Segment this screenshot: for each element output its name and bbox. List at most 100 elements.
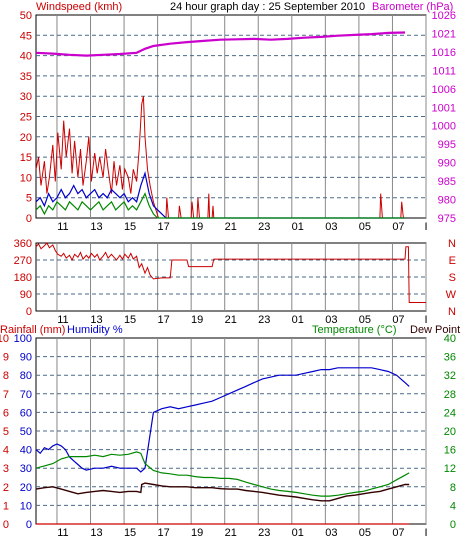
left-tick-label: 0 (26, 213, 32, 225)
right-tick-label: 1016 (432, 47, 456, 59)
x-tick-label: 13 (90, 221, 102, 233)
dewpoint-axis-label: Dew Point (410, 324, 460, 336)
right-tick-label: 4 (450, 500, 456, 512)
right-tick-label: 1000 (432, 121, 456, 133)
right-tick-label: 1006 (432, 84, 456, 96)
left-tick-label: 5 (26, 193, 32, 205)
x-tick-label: 01 (292, 221, 304, 233)
humidity-tick-label: 60 (20, 407, 32, 419)
right-tick-label: 1011 (432, 65, 456, 77)
right-tick-label: 8 (450, 482, 456, 494)
x-tick-label: I (424, 527, 427, 539)
right-tick-label: 1001 (432, 102, 456, 114)
left-tick-label: 90 (20, 289, 32, 301)
right-tick-label: 24 (444, 407, 456, 419)
right-tick-label: 995 (438, 139, 456, 151)
left-tick-label: 270 (14, 255, 32, 267)
left-tick-label: 25 (20, 112, 32, 124)
left-tick-label: 40 (20, 51, 32, 63)
humidity-tick-label: 40 (20, 445, 32, 457)
humidity-temperature-panel: 0011022033044055066077088099010100048121… (0, 333, 456, 539)
windspeed-series-line (35, 96, 405, 219)
left-tick-label: 360 (14, 238, 32, 250)
x-tick-label: 01 (292, 314, 304, 326)
right-tick-label: E (449, 255, 456, 267)
x-tick-label: I (424, 314, 427, 326)
humidity-tick-label: 100 (14, 333, 32, 345)
x-tick-label: 17 (157, 314, 169, 326)
rain-tick-label: 3 (3, 463, 9, 475)
x-tick-label: 11 (57, 221, 68, 233)
rain-tick-label: 10 (0, 333, 9, 345)
humidity-series-line (35, 367, 410, 473)
humidity-tick-label: 20 (20, 482, 32, 494)
rainfall-axis-label: Rainfall (mm) (0, 324, 65, 336)
right-tick-label: 40 (444, 333, 456, 345)
x-tick-label: 15 (124, 527, 136, 539)
left-tick-label: 30 (20, 91, 32, 103)
right-tick-label: 32 (444, 370, 456, 382)
right-tick-label: 20 (444, 426, 456, 438)
right-tick-label: 985 (438, 176, 456, 188)
rain-tick-label: 0 (3, 519, 9, 531)
right-tick-label: W (446, 289, 457, 301)
left-tick-label: 20 (20, 132, 32, 144)
x-tick-label: 03 (325, 221, 337, 233)
rain-tick-label: 1 (3, 500, 9, 512)
humidity-tick-label: 70 (20, 389, 32, 401)
rain-tick-label: 5 (3, 426, 9, 438)
left-tick-label: 15 (20, 152, 32, 164)
x-tick-label: 11 (57, 314, 68, 326)
x-tick-label: 21 (225, 221, 237, 233)
rain-tick-label: 2 (3, 482, 9, 494)
x-tick-label: 05 (359, 314, 371, 326)
rain-tick-label: 8 (3, 370, 9, 382)
wind-direction-series-line (35, 242, 426, 303)
rain-tick-label: 9 (3, 352, 9, 364)
x-tick-label: 23 (258, 314, 270, 326)
right-tick-label: N (448, 306, 456, 318)
x-tick-label: 23 (258, 527, 270, 539)
x-tick-label: 05 (359, 221, 371, 233)
barometer-axis-label: Barometer (hPa) (372, 1, 453, 13)
right-tick-label: 1026 (432, 10, 456, 22)
dewpoint-series-line (35, 482, 410, 502)
right-tick-label: 990 (438, 158, 456, 170)
x-tick-label: 11 (57, 527, 68, 539)
x-tick-label: 19 (191, 314, 203, 326)
right-tick-label: 0 (450, 519, 456, 531)
x-tick-label: 07 (392, 527, 404, 539)
x-tick-label: 19 (191, 221, 203, 233)
left-tick-label: 50 (20, 10, 32, 22)
x-tick-label: 15 (124, 221, 136, 233)
humidity-tick-label: 10 (20, 500, 32, 512)
barometer-series-line (35, 31, 406, 57)
x-tick-label: 21 (225, 314, 237, 326)
x-tick-label: I (424, 221, 427, 233)
x-tick-label: 17 (157, 527, 169, 539)
right-tick-label: 975 (438, 213, 456, 225)
x-tick-label: 01 (292, 527, 304, 539)
right-tick-label: 28 (444, 389, 456, 401)
right-tick-label: 16 (444, 445, 456, 457)
left-tick-label: 180 (14, 272, 32, 284)
x-tick-label: 03 (325, 527, 337, 539)
humidity-axis-label: Humidity % (67, 324, 123, 336)
right-tick-label: 12 (444, 463, 456, 475)
rain-tick-label: 4 (3, 445, 9, 457)
right-tick-label: 980 (438, 195, 456, 207)
wind-barometer-panel: 0510152025303540455097598098599099510001… (20, 10, 456, 233)
average-speed-series-line (35, 171, 405, 219)
humidity-tick-label: 0 (26, 519, 32, 531)
left-tick-label: 35 (20, 71, 32, 83)
x-tick-label: 13 (90, 527, 102, 539)
humidity-tick-label: 80 (20, 370, 32, 382)
x-tick-label: 07 (392, 221, 404, 233)
x-tick-label: 03 (325, 314, 337, 326)
rain-tick-label: 6 (3, 407, 9, 419)
rain-tick-label: 7 (3, 389, 9, 401)
right-tick-label: S (449, 272, 456, 284)
left-tick-label: 45 (20, 30, 32, 42)
